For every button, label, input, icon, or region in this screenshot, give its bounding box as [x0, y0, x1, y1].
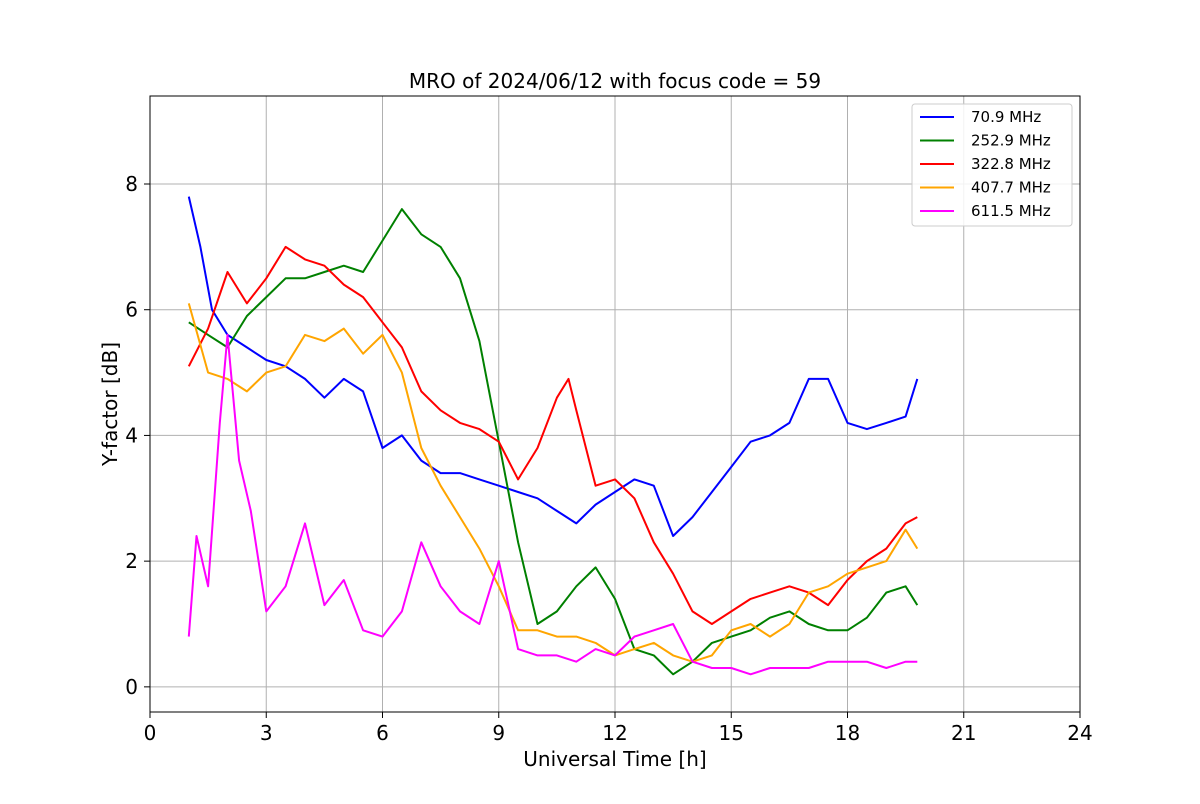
y-tick-label: 0: [125, 675, 138, 699]
legend-label: 611.5 MHz: [971, 202, 1051, 220]
y-tick-label: 6: [125, 298, 138, 322]
y-tick-label: 4: [125, 423, 138, 447]
series-line-4: [187, 333, 918, 676]
x-tick-label: 9: [492, 721, 505, 745]
y-tick-label: 2: [125, 549, 138, 573]
legend-items: 70.9 MHz 252.9 MHz 322.8 MHz 407.7 MHz 611.5…: [920, 108, 1051, 220]
x-tick-label: 15: [719, 721, 744, 745]
x-tick-label: 24: [1067, 721, 1092, 745]
legend-label: 322.8 MHz: [971, 155, 1051, 173]
legend: 70.9 MHz 252.9 MHz 322.8 MHz 407.7 MHz 611.5…: [911, 103, 1073, 227]
x-tick-label: 3: [260, 721, 273, 745]
chart-title: MRO of 2024/06/12 with focus code = 59: [409, 69, 821, 93]
series-line-2: [187, 245, 918, 625]
x-tick-label: 18: [835, 721, 860, 745]
series-line-3: [187, 303, 919, 663]
series-line-1: [188, 208, 919, 676]
series-line-0: [187, 196, 919, 537]
legend-frame: [911, 103, 1073, 227]
legend-label: 407.7 MHz: [971, 179, 1051, 197]
x-tick-label: 12: [602, 721, 627, 745]
y-axis-label: Y-factor [dB]: [98, 342, 122, 467]
legend-label: 252.9 MHz: [971, 132, 1051, 150]
legend-label: 70.9 MHz: [971, 108, 1041, 126]
series-layer: [187, 196, 919, 676]
x-tick-label: 21: [951, 721, 976, 745]
x-tick-label: 6: [376, 721, 389, 745]
x-tick-label: 0: [144, 721, 157, 745]
x-axis-label: Universal Time [h]: [523, 747, 706, 771]
y-tick-label: 8: [125, 172, 138, 196]
